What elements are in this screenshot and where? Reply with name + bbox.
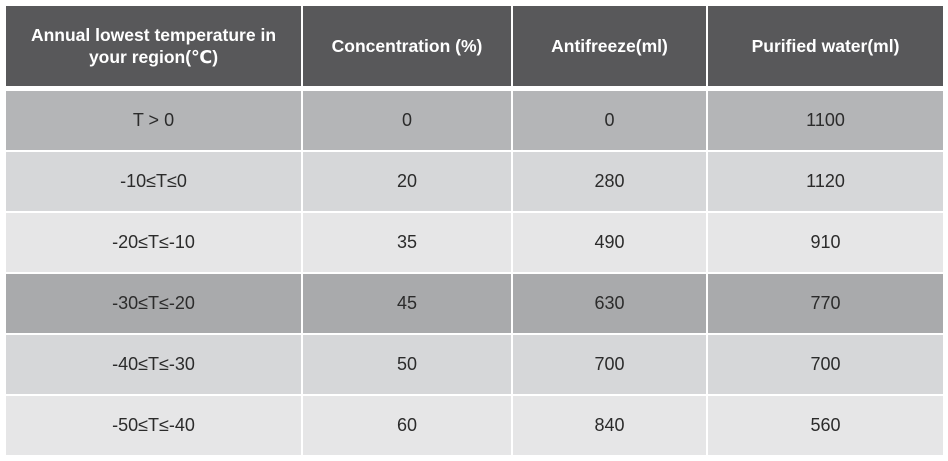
cell-concentration: 20 [302, 151, 513, 213]
cell-temperature-range: T > 0 [6, 88, 303, 152]
cell-concentration: 45 [302, 273, 513, 335]
header-purified-water: Purified water(ml) [707, 6, 943, 91]
table-row: -10≤T≤0 20 280 1120 [6, 151, 943, 213]
table-body: T > 0 0 0 1100 -10≤T≤0 20 280 1120 -20≤T… [6, 88, 943, 457]
cell-purified-water: 1100 [707, 88, 943, 152]
cell-purified-water: 1120 [707, 151, 943, 213]
cell-concentration: 0 [302, 88, 513, 152]
table-header: Annual lowest temperature in your region… [6, 6, 943, 91]
cell-temperature-range: -10≤T≤0 [6, 151, 303, 213]
header-temperature: Annual lowest temperature in your region… [6, 6, 303, 91]
cell-antifreeze: 700 [512, 334, 708, 396]
table-row: -20≤T≤-10 35 490 910 [6, 212, 943, 274]
table-row: T > 0 0 0 1100 [6, 88, 943, 152]
cell-temperature-range: -20≤T≤-10 [6, 212, 303, 274]
header-antifreeze: Antifreeze(ml) [512, 6, 708, 91]
cell-antifreeze: 840 [512, 395, 708, 457]
antifreeze-mix-table: Annual lowest temperature in your region… [6, 6, 943, 457]
cell-purified-water: 770 [707, 273, 943, 335]
cell-antifreeze: 0 [512, 88, 708, 152]
cell-temperature-range: -50≤T≤-40 [6, 395, 303, 457]
cell-concentration: 50 [302, 334, 513, 396]
header-concentration: Concentration (%) [302, 6, 513, 91]
table-row: -40≤T≤-30 50 700 700 [6, 334, 943, 396]
cell-concentration: 35 [302, 212, 513, 274]
cell-purified-water: 560 [707, 395, 943, 457]
cell-concentration: 60 [302, 395, 513, 457]
table-row: -30≤T≤-20 45 630 770 [6, 273, 943, 335]
cell-temperature-range: -30≤T≤-20 [6, 273, 303, 335]
cell-purified-water: 910 [707, 212, 943, 274]
header-row: Annual lowest temperature in your region… [6, 6, 943, 91]
table-row: -50≤T≤-40 60 840 560 [6, 395, 943, 457]
cell-antifreeze: 630 [512, 273, 708, 335]
cell-temperature-range: -40≤T≤-30 [6, 334, 303, 396]
cell-antifreeze: 490 [512, 212, 708, 274]
antifreeze-mix-table-container: Annual lowest temperature in your region… [6, 6, 943, 461]
cell-purified-water: 700 [707, 334, 943, 396]
cell-antifreeze: 280 [512, 151, 708, 213]
